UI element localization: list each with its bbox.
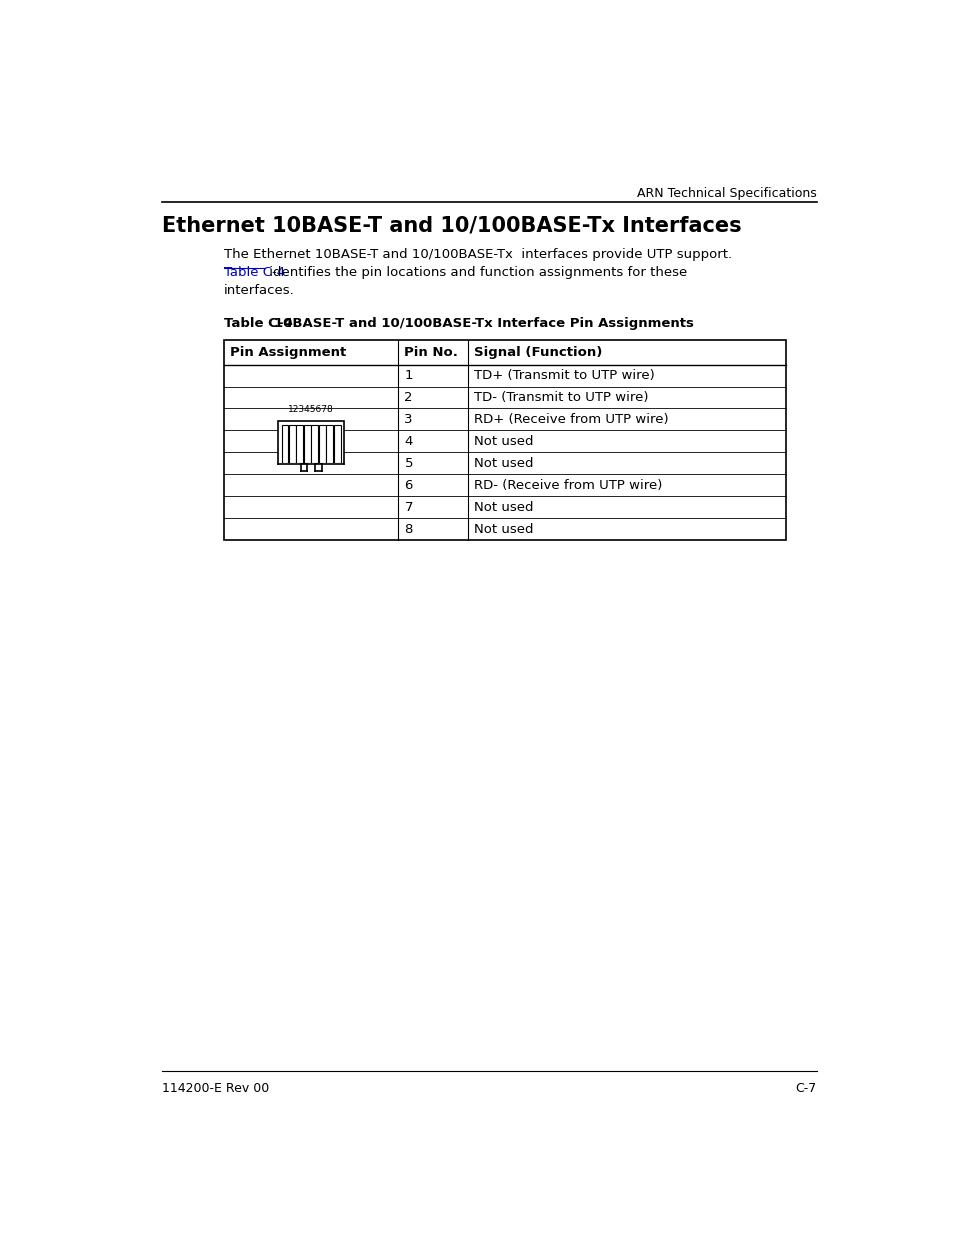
Text: Table C-4.: Table C-4. xyxy=(224,317,297,330)
Text: Not used: Not used xyxy=(474,522,533,536)
Bar xyxy=(326,425,333,463)
Text: Signal (Function): Signal (Function) xyxy=(474,346,602,358)
Text: 8: 8 xyxy=(404,522,413,536)
Text: Not used: Not used xyxy=(474,435,533,448)
Text: 12345678: 12345678 xyxy=(288,405,334,414)
Bar xyxy=(307,463,314,472)
Text: interfaces.: interfaces. xyxy=(224,284,294,298)
Text: 2: 2 xyxy=(404,391,413,404)
Text: TD+ (Transmit to UTP wire): TD+ (Transmit to UTP wire) xyxy=(474,369,655,382)
Text: Table C-4: Table C-4 xyxy=(224,267,285,279)
Bar xyxy=(304,425,311,463)
Text: 1: 1 xyxy=(404,369,413,382)
Bar xyxy=(278,463,300,472)
Bar xyxy=(311,425,318,463)
Bar xyxy=(224,340,785,540)
Bar xyxy=(289,425,295,463)
Text: C-7: C-7 xyxy=(795,1082,816,1095)
Text: Pin Assignment: Pin Assignment xyxy=(230,346,346,358)
Text: The Ethernet 10BASE-T and 10/100BASE-Tx  interfaces provide UTP support.: The Ethernet 10BASE-T and 10/100BASE-Tx … xyxy=(224,248,731,262)
Text: 10BASE-T and 10/100BASE-Tx Interface Pin Assignments: 10BASE-T and 10/100BASE-Tx Interface Pin… xyxy=(274,317,694,330)
Text: Not used: Not used xyxy=(474,457,533,469)
Text: TD- (Transmit to UTP wire): TD- (Transmit to UTP wire) xyxy=(474,391,648,404)
Bar xyxy=(318,425,325,463)
Text: 7: 7 xyxy=(404,500,413,514)
Text: RD- (Receive from UTP wire): RD- (Receive from UTP wire) xyxy=(474,479,662,492)
Text: 4: 4 xyxy=(404,435,413,448)
Bar xyxy=(296,425,303,463)
Bar xyxy=(321,463,343,472)
Text: identifies the pin locations and function assignments for these: identifies the pin locations and functio… xyxy=(265,267,686,279)
Bar xyxy=(281,425,288,463)
Text: Ethernet 10BASE-T and 10/100BASE-Tx Interfaces: Ethernet 10BASE-T and 10/100BASE-Tx Inte… xyxy=(162,215,740,235)
Bar xyxy=(334,425,340,463)
Text: RD+ (Receive from UTP wire): RD+ (Receive from UTP wire) xyxy=(474,412,668,426)
Text: 3: 3 xyxy=(404,412,413,426)
Text: Not used: Not used xyxy=(474,500,533,514)
Text: Pin No.: Pin No. xyxy=(404,346,457,358)
Bar xyxy=(277,421,344,463)
Text: 6: 6 xyxy=(404,479,413,492)
Text: 114200-E Rev 00: 114200-E Rev 00 xyxy=(162,1082,269,1095)
Text: 5: 5 xyxy=(404,457,413,469)
Text: ARN Technical Specifications: ARN Technical Specifications xyxy=(637,186,816,200)
